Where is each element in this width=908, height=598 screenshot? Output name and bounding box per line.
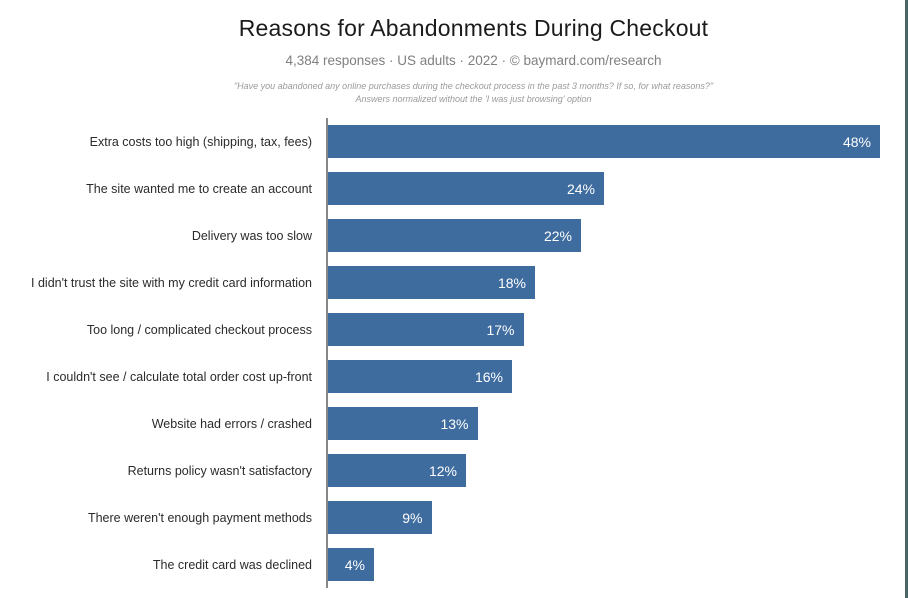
bar-row: There weren't enough payment methods 9% bbox=[0, 494, 905, 541]
bar-track: 48% bbox=[326, 118, 905, 165]
value-label: 24% bbox=[566, 180, 595, 197]
bar-track: 24% bbox=[326, 165, 905, 212]
bar-track: 17% bbox=[326, 306, 905, 353]
bar-row: Returns policy wasn't satisfactory 12% bbox=[0, 447, 905, 494]
category-label: There weren't enough payment methods bbox=[87, 510, 312, 525]
category-label: Website had errors / crashed bbox=[151, 416, 312, 431]
bar: 13% bbox=[328, 407, 478, 440]
bar: 22% bbox=[328, 219, 581, 252]
bar-row: The credit card was declined 4% bbox=[0, 541, 905, 588]
bar-track: 22% bbox=[326, 212, 905, 259]
category-label: The credit card was declined bbox=[152, 557, 312, 572]
bar-track: 13% bbox=[326, 400, 905, 447]
category-label: The site wanted me to create an account bbox=[86, 181, 312, 196]
value-label: 9% bbox=[402, 509, 423, 526]
category-label: Delivery was too slow bbox=[191, 228, 312, 243]
chart-note: "Have you abandoned any online purchases… bbox=[42, 80, 905, 106]
chart-note-line2: Answers normalized without the 'I was ju… bbox=[355, 94, 592, 104]
bar: 12% bbox=[328, 454, 466, 487]
category-label: I couldn't see / calculate total order c… bbox=[46, 369, 312, 384]
category-label: Extra costs too high (shipping, tax, fee… bbox=[89, 134, 312, 149]
category-label: I didn't trust the site with my credit c… bbox=[31, 275, 312, 290]
bar: 4% bbox=[328, 548, 374, 581]
value-label: 13% bbox=[440, 415, 469, 432]
value-label: 18% bbox=[497, 274, 526, 291]
value-label: 22% bbox=[543, 227, 572, 244]
bar: 48% bbox=[328, 125, 880, 158]
bar-track: 18% bbox=[326, 259, 905, 306]
category-label: Too long / complicated checkout process bbox=[86, 322, 312, 337]
bar-row: I didn't trust the site with my credit c… bbox=[0, 259, 905, 306]
bar: 9% bbox=[328, 501, 432, 534]
bar-row: Extra costs too high (shipping, tax, fee… bbox=[0, 118, 905, 165]
value-label: 48% bbox=[842, 133, 871, 150]
bar-track: 4% bbox=[326, 541, 905, 588]
bar-track: 16% bbox=[326, 353, 905, 400]
bar-row: The site wanted me to create an account … bbox=[0, 165, 905, 212]
bar-row: Website had errors / crashed 13% bbox=[0, 400, 905, 447]
bar: 18% bbox=[328, 266, 535, 299]
value-label: 17% bbox=[486, 321, 515, 338]
bar-track: 9% bbox=[326, 494, 905, 541]
bar-row: Delivery was too slow 22% bbox=[0, 212, 905, 259]
bar: 24% bbox=[328, 172, 604, 205]
bar-track: 12% bbox=[326, 447, 905, 494]
chart-note-line1: "Have you abandoned any online purchases… bbox=[233, 81, 714, 91]
bar: 16% bbox=[328, 360, 512, 393]
category-label: Returns policy wasn't satisfactory bbox=[127, 463, 312, 478]
bar-row: I couldn't see / calculate total order c… bbox=[0, 353, 905, 400]
value-label: 12% bbox=[428, 462, 457, 479]
bar: 17% bbox=[328, 313, 524, 346]
bar-row: Too long / complicated checkout process … bbox=[0, 306, 905, 353]
chart-subtitle: 4,384 responses · US adults · 2022 · © b… bbox=[285, 53, 662, 68]
chart-title: Reasons for Abandonments During Checkout bbox=[238, 15, 709, 41]
bar-rows: Extra costs too high (shipping, tax, fee… bbox=[0, 118, 905, 588]
value-label: 16% bbox=[474, 368, 503, 385]
bar-chart: Extra costs too high (shipping, tax, fee… bbox=[0, 118, 905, 588]
chart-header: Reasons for Abandonments During Checkout… bbox=[0, 0, 905, 106]
value-label: 4% bbox=[344, 556, 365, 573]
